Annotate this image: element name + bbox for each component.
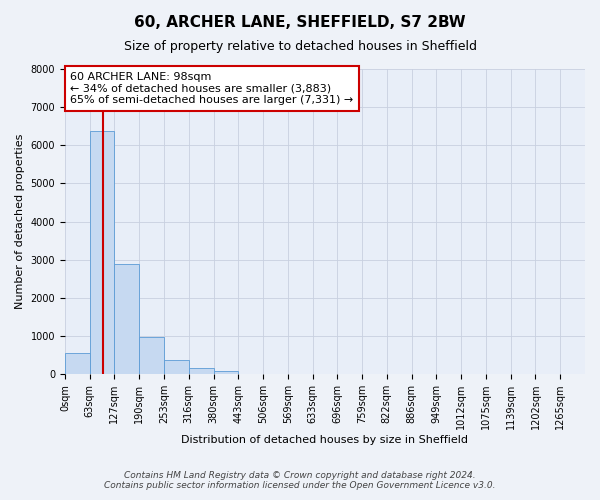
Bar (139, 337, 164, 374)
Bar (115, 264, 139, 374)
Text: Size of property relative to detached houses in Sheffield: Size of property relative to detached ho… (124, 40, 476, 53)
Bar (214, 371, 238, 374)
Text: Contains HM Land Registry data © Crown copyright and database right 2024.
Contai: Contains HM Land Registry data © Crown c… (104, 470, 496, 490)
Bar (164, 360, 189, 374)
Y-axis label: Number of detached properties: Number of detached properties (15, 134, 25, 310)
Bar (65, 353, 89, 374)
Bar (89, 131, 115, 374)
Bar (189, 368, 214, 374)
Text: 60, ARCHER LANE, SHEFFIELD, S7 2BW: 60, ARCHER LANE, SHEFFIELD, S7 2BW (134, 15, 466, 30)
Text: 60 ARCHER LANE: 98sqm
← 34% of detached houses are smaller (3,883)
65% of semi-d: 60 ARCHER LANE: 98sqm ← 34% of detached … (70, 72, 353, 106)
X-axis label: Distribution of detached houses by size in Sheffield: Distribution of detached houses by size … (181, 435, 469, 445)
